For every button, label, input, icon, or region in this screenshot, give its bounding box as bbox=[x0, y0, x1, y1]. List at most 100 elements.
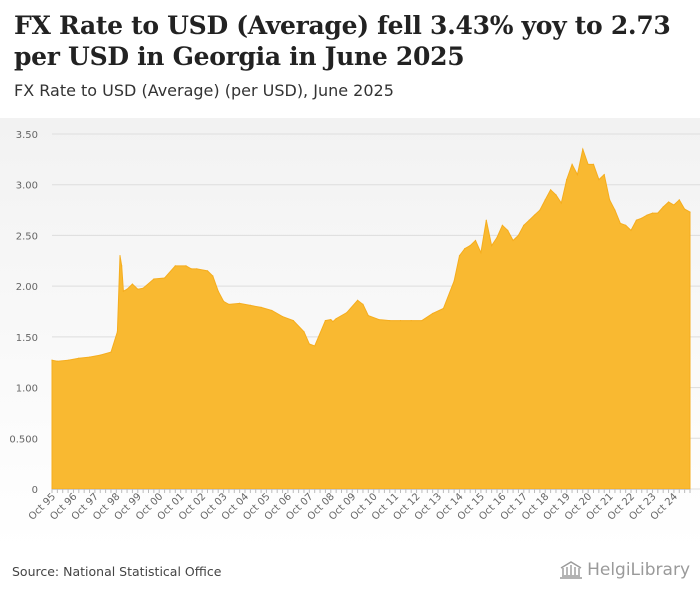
data-point bbox=[153, 278, 155, 280]
data-point bbox=[421, 320, 423, 322]
data-point bbox=[485, 219, 487, 221]
data-point bbox=[346, 311, 348, 314]
data-point bbox=[501, 224, 503, 226]
data-point bbox=[332, 321, 334, 323]
data-point bbox=[458, 255, 461, 257]
data-point bbox=[249, 304, 251, 306]
y-axis-ticks: 0 0.500 1.00 1.50 2.00 2.50 3.00 3.50 bbox=[9, 130, 38, 496]
data-point bbox=[678, 199, 680, 201]
data-point bbox=[544, 199, 546, 201]
data-point bbox=[67, 359, 69, 361]
y-tick-label: 1.50 bbox=[16, 333, 38, 344]
data-point bbox=[464, 248, 466, 250]
data-point bbox=[217, 290, 219, 292]
data-point bbox=[185, 265, 187, 267]
data-point bbox=[641, 217, 643, 219]
data-point bbox=[378, 319, 380, 321]
data-point bbox=[576, 174, 579, 176]
data-point bbox=[533, 214, 536, 216]
data-point bbox=[480, 252, 482, 254]
data-point bbox=[566, 179, 568, 181]
data-point bbox=[587, 163, 589, 165]
source-note: Source: National Statistical Office bbox=[12, 564, 222, 579]
data-point bbox=[122, 290, 124, 292]
data-point bbox=[116, 331, 118, 333]
fx-rate-area bbox=[51, 147, 691, 490]
data-point bbox=[51, 359, 53, 361]
data-point bbox=[164, 277, 166, 279]
data-point bbox=[603, 174, 605, 176]
data-point bbox=[582, 148, 584, 150]
y-tick-label: 0 bbox=[32, 485, 38, 496]
data-point bbox=[668, 201, 670, 203]
data-point bbox=[174, 265, 176, 267]
y-tick-label: 2.00 bbox=[16, 282, 38, 293]
data-point bbox=[614, 209, 616, 211]
data-point bbox=[88, 356, 91, 358]
data-point bbox=[507, 229, 509, 231]
data-point bbox=[223, 300, 225, 302]
data-point bbox=[78, 357, 80, 359]
data-point bbox=[142, 287, 144, 289]
data-point bbox=[110, 351, 112, 353]
y-tick-label: 3.50 bbox=[16, 130, 38, 141]
data-point bbox=[512, 239, 514, 242]
data-point bbox=[137, 288, 139, 290]
data-point bbox=[555, 194, 557, 196]
data-point bbox=[619, 222, 621, 224]
data-point bbox=[592, 163, 595, 165]
data-point bbox=[131, 283, 133, 285]
data-point bbox=[550, 189, 552, 191]
data-point bbox=[560, 202, 562, 204]
data-point bbox=[651, 212, 654, 214]
data-point bbox=[609, 199, 611, 201]
chart-title: FX Rate to USD (Average) fell 3.43% yoy … bbox=[14, 11, 671, 71]
data-point bbox=[99, 354, 101, 356]
data-point bbox=[362, 303, 364, 305]
data-point bbox=[496, 236, 498, 239]
y-tick-label: 3.00 bbox=[16, 181, 38, 192]
y-tick-label: 1.00 bbox=[16, 384, 38, 395]
data-point bbox=[271, 309, 273, 312]
data-point bbox=[539, 209, 541, 211]
brand-name: HelgiLibrary bbox=[587, 560, 690, 580]
data-point bbox=[571, 163, 573, 165]
data-point bbox=[598, 179, 600, 181]
data-point bbox=[119, 255, 121, 257]
data-point bbox=[657, 212, 659, 214]
data-point bbox=[491, 245, 493, 247]
data-point bbox=[56, 360, 59, 362]
data-point bbox=[453, 280, 455, 282]
data-point bbox=[432, 312, 434, 315]
data-point bbox=[517, 234, 520, 236]
data-point bbox=[335, 318, 337, 320]
data-point bbox=[474, 239, 477, 242]
helgilibrary-logo[interactable]: HelgiLibrary bbox=[559, 560, 690, 580]
data-point bbox=[260, 306, 262, 308]
data-point bbox=[281, 316, 284, 318]
data-point bbox=[410, 320, 412, 322]
data-point bbox=[625, 224, 627, 226]
data-point bbox=[126, 288, 128, 290]
data-point bbox=[330, 319, 332, 321]
data-point bbox=[689, 211, 691, 213]
data-point bbox=[469, 245, 471, 247]
data-point bbox=[646, 214, 648, 216]
data-point bbox=[206, 270, 209, 272]
data-point bbox=[630, 229, 632, 231]
data-point bbox=[367, 315, 369, 317]
data-point bbox=[635, 219, 638, 221]
data-point bbox=[673, 204, 675, 206]
data-point bbox=[239, 302, 241, 304]
data-point bbox=[389, 320, 391, 322]
data-point bbox=[684, 208, 686, 210]
data-point bbox=[303, 331, 305, 333]
y-tick-label: 2.50 bbox=[16, 231, 38, 242]
library-building-icon bbox=[560, 561, 583, 579]
data-point bbox=[528, 219, 530, 221]
data-point bbox=[662, 206, 664, 208]
data-point bbox=[196, 268, 198, 270]
data-point bbox=[292, 320, 294, 322]
data-point bbox=[523, 224, 525, 226]
